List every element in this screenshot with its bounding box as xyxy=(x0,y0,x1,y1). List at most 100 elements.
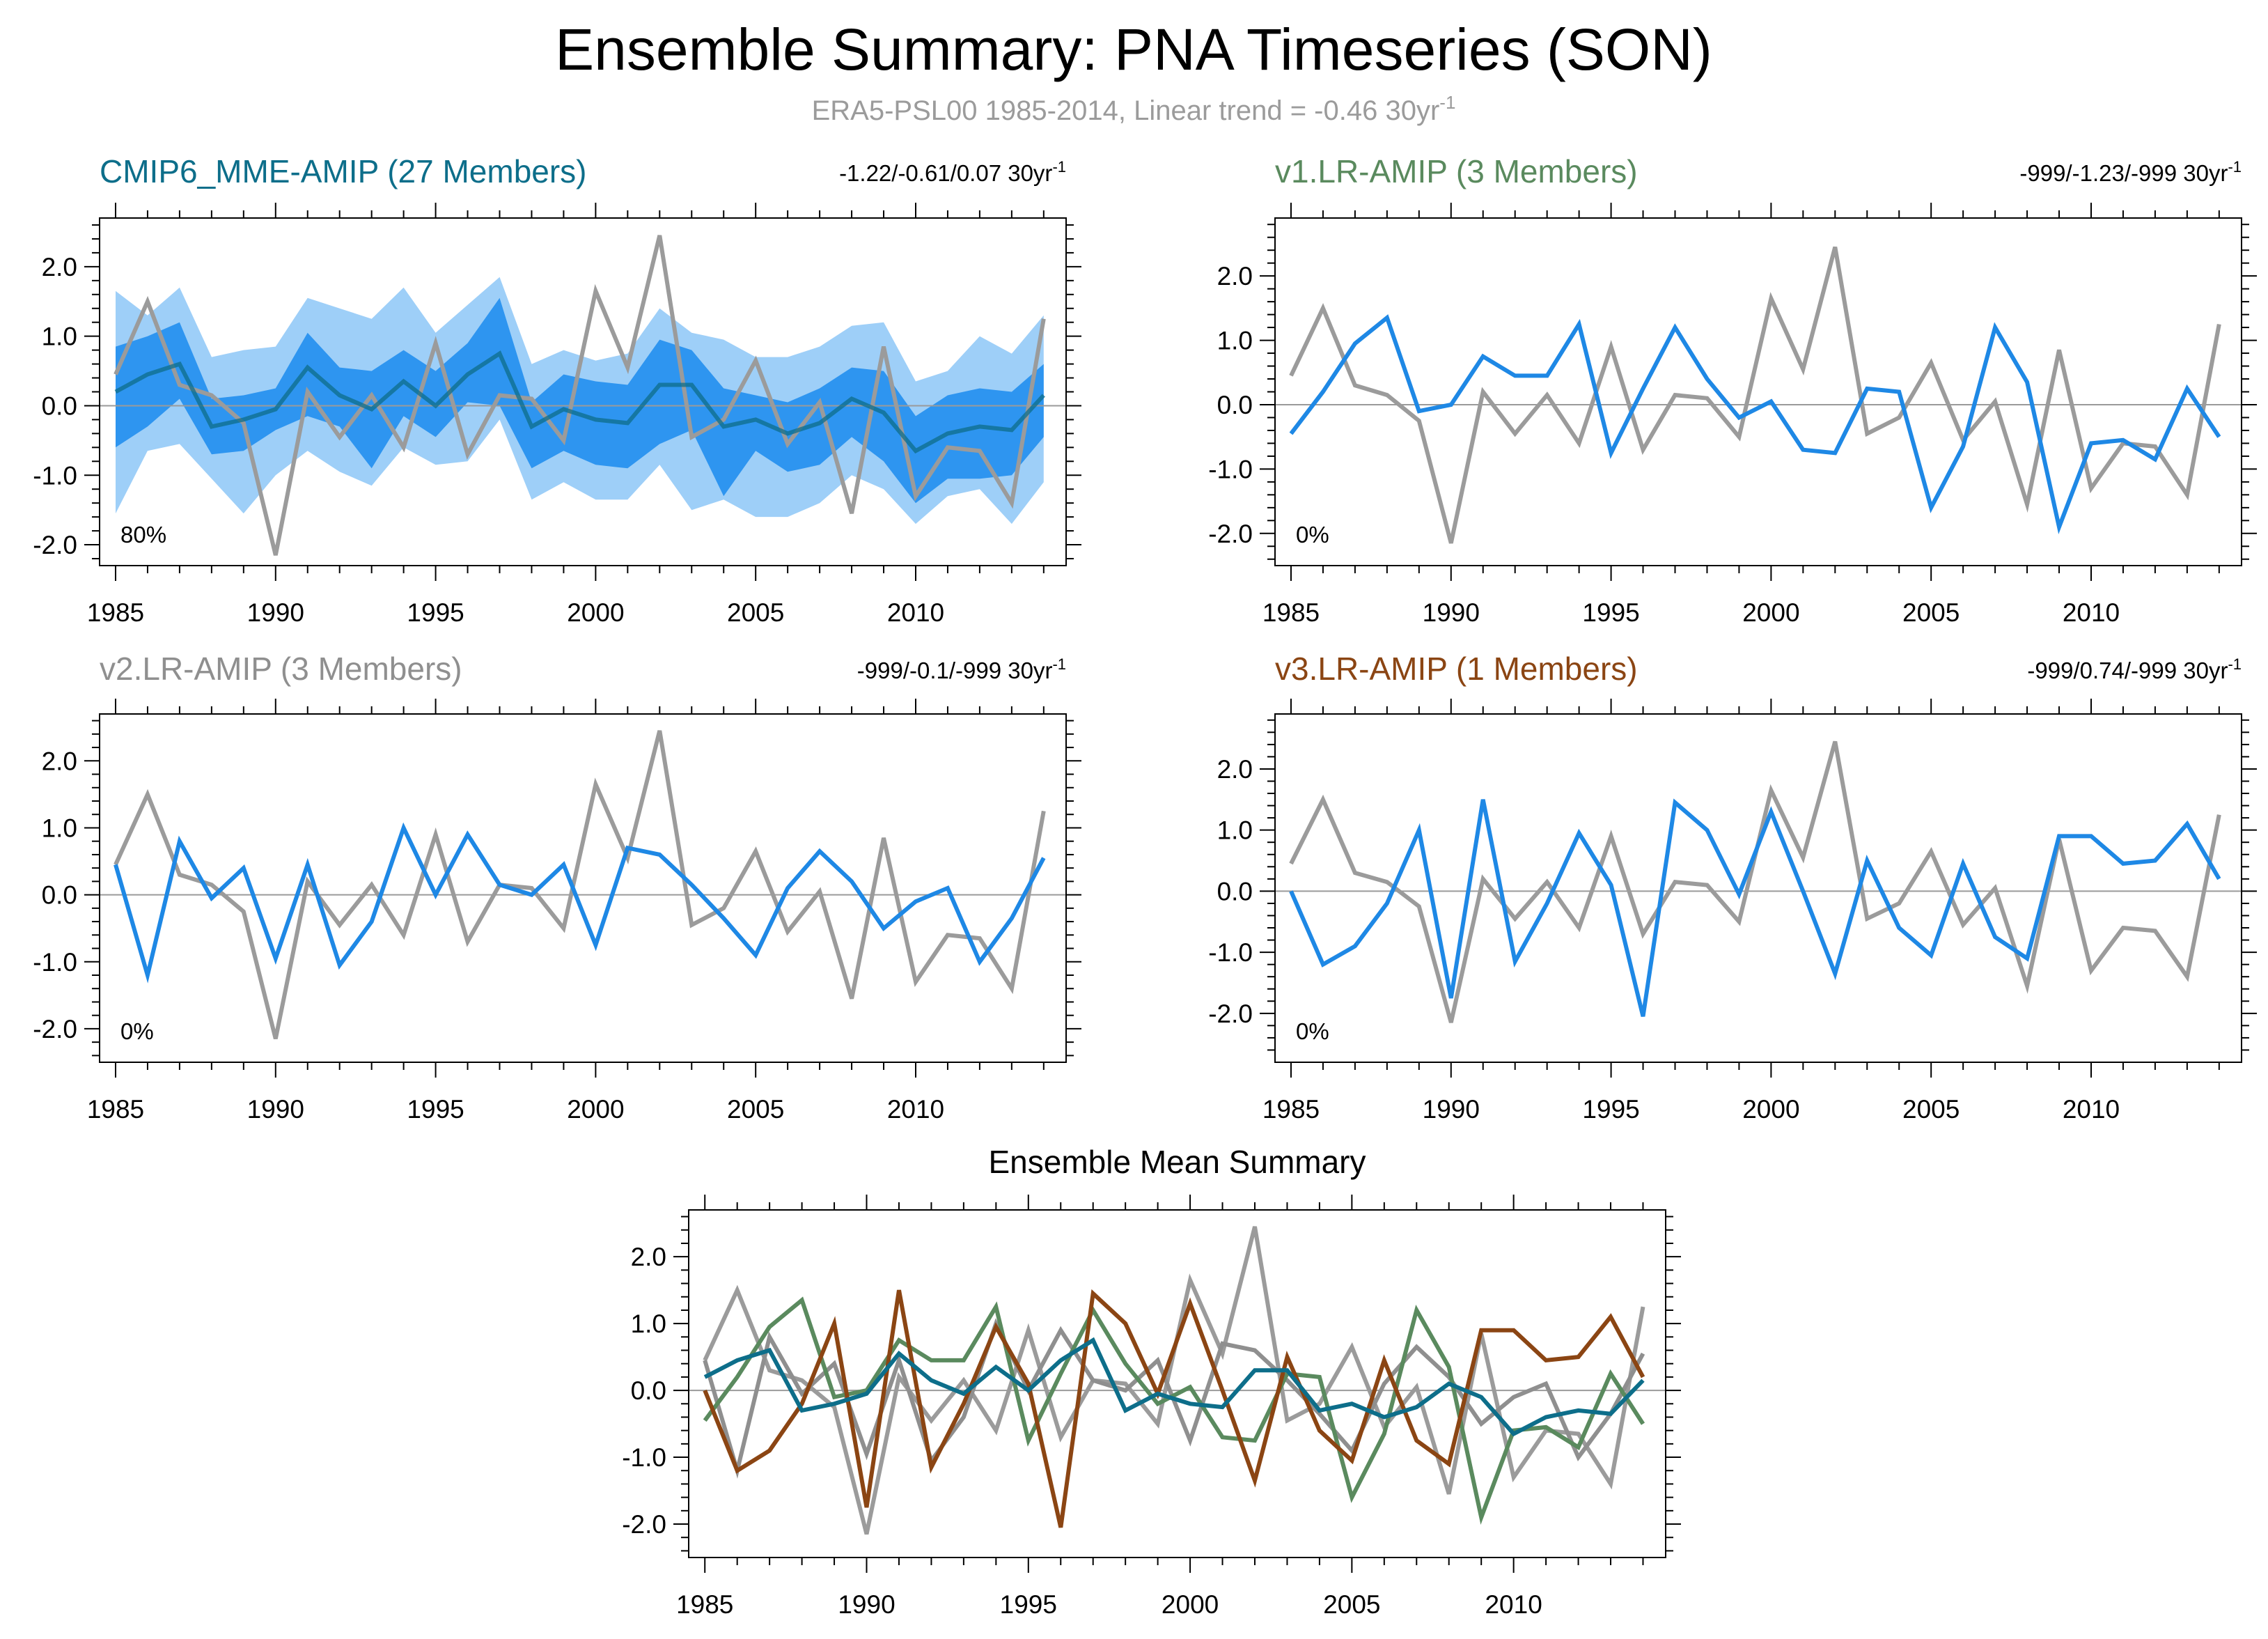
panel-trend-label: -1.22/-0.61/0.07 30yr-1 xyxy=(839,158,1066,186)
trend-sup: -1 xyxy=(2228,158,2242,176)
observed-line xyxy=(1289,246,2221,544)
y-tick-label: -1.0 xyxy=(33,948,77,977)
y-tick-label: -2.0 xyxy=(33,531,77,559)
panel-trend-label: -999/0.74/-999 30yr-1 xyxy=(2027,655,2242,683)
x-tick-label: 1995 xyxy=(407,1095,464,1124)
panel-title: v1.LR-AMIP (3 Members) xyxy=(1275,153,1638,189)
ensemble-mean-line xyxy=(114,350,1046,454)
trend-text: -1.22/-0.61/0.07 30yr xyxy=(839,160,1052,186)
model-line xyxy=(1289,314,2221,535)
y-tick-label: -1.0 xyxy=(1208,938,1253,967)
y-tick-label: 0.0 xyxy=(42,881,77,910)
panel-title: v2.LR-AMIP (3 Members) xyxy=(100,651,462,687)
figure-subtitle-text: ERA5-PSL00 1985-2014, Linear trend = -0.… xyxy=(812,95,1440,126)
trend-sup: -1 xyxy=(2228,655,2242,673)
panel-trend-label: -999/-0.1/-999 30yr-1 xyxy=(857,655,1066,683)
trend-text: -999/-1.23/-999 30yr xyxy=(2019,160,2228,186)
series-line-3 xyxy=(703,1289,1645,1528)
y-tick-label: 2.0 xyxy=(1217,755,1253,784)
x-tick-label: 2005 xyxy=(1902,1095,1960,1124)
x-tick-label: 1995 xyxy=(1000,1590,1057,1619)
x-tick-label: 2000 xyxy=(567,1095,624,1124)
x-tick-label: 1995 xyxy=(1582,598,1639,627)
x-tick-label: 2010 xyxy=(1485,1590,1542,1619)
y-tick-label: -1.0 xyxy=(622,1443,666,1472)
percent-label: 0% xyxy=(1296,1018,1329,1044)
x-tick-label: 1985 xyxy=(87,598,144,627)
x-tick-label: 1990 xyxy=(1423,598,1480,627)
x-tick-label: 2005 xyxy=(727,1095,784,1124)
panel-cmip6: CMIP6_MME-AMIP (27 Members) -1.22/-0.61/0… xyxy=(33,153,1081,627)
series-line-4 xyxy=(703,1337,1645,1437)
observed-line xyxy=(114,730,1046,1040)
panel-v3: v3.LR-AMIP (1 Members) -999/0.74/-999 30y… xyxy=(1208,651,2257,1124)
y-tick-label: -2.0 xyxy=(33,1015,77,1043)
x-tick-label: 1990 xyxy=(247,1095,304,1124)
y-tick-label: 0.0 xyxy=(1217,877,1253,906)
y-tick-label: 2.0 xyxy=(42,747,77,775)
y-tick-label: 2.0 xyxy=(631,1243,666,1271)
panel-v1: v1.LR-AMIP (3 Members) -999/-1.23/-999 30… xyxy=(1208,153,2257,627)
plot-frame xyxy=(1274,713,2242,1063)
x-tick-label: 2000 xyxy=(1742,1095,1799,1124)
panel-trend-label: -999/-1.23/-999 30yr-1 xyxy=(2019,158,2242,186)
y-tick-label: 1.0 xyxy=(42,814,77,842)
x-tick-label: 1985 xyxy=(1262,598,1320,627)
model-line xyxy=(114,822,1046,984)
series-line-2 xyxy=(703,1296,1645,1525)
plot-frame xyxy=(99,713,1067,1063)
x-tick-label: 2005 xyxy=(727,598,784,627)
x-tick-label: 1985 xyxy=(676,1590,733,1619)
y-tick-label: 1.0 xyxy=(1217,327,1253,355)
panel-title: CMIP6_MME-AMIP (27 Members) xyxy=(100,153,587,189)
x-tick-label: 1990 xyxy=(838,1590,895,1619)
x-tick-label: 2010 xyxy=(887,598,944,627)
y-tick-label: 0.0 xyxy=(1217,391,1253,419)
plot-frame xyxy=(688,1209,1666,1558)
figure-title: Ensemble Summary: PNA Timeseries (SON) xyxy=(555,17,1712,82)
x-tick-label: 2005 xyxy=(1902,598,1960,627)
observed-line xyxy=(114,235,1046,556)
x-tick-label: 2005 xyxy=(1323,1590,1380,1619)
panel-summary: Ensemble Mean Summary 1985 1990 1995 2000 200… xyxy=(622,1144,1681,1619)
y-tick-label: 1.0 xyxy=(1217,816,1253,845)
band-25-75-percentile xyxy=(116,297,1044,504)
trend-text: -999/0.74/-999 30yr xyxy=(2027,658,2228,683)
x-tick-label: 2000 xyxy=(1162,1590,1219,1619)
y-tick-label: -2.0 xyxy=(1208,520,1253,548)
percent-label: 0% xyxy=(1296,522,1329,547)
y-tick-label: 1.0 xyxy=(631,1310,666,1338)
y-tick-label: -1.0 xyxy=(1208,455,1253,483)
x-tick-label: 1990 xyxy=(1423,1095,1480,1124)
model-line xyxy=(1289,798,2221,1017)
x-tick-label: 2010 xyxy=(2063,598,2120,627)
panel-v2: v2.LR-AMIP (3 Members) -999/-0.1/-999 30y… xyxy=(33,651,1081,1124)
x-tick-label: 1995 xyxy=(1582,1095,1639,1124)
x-tick-label: 2010 xyxy=(887,1095,944,1124)
trend-text: -999/-0.1/-999 30yr xyxy=(857,658,1053,683)
plot-frame xyxy=(1274,217,2242,566)
y-tick-label: 1.0 xyxy=(42,323,77,351)
x-tick-label: 1990 xyxy=(247,598,304,627)
figure-subtitle-sup: -1 xyxy=(1439,92,1455,113)
percent-label: 0% xyxy=(120,1018,154,1044)
y-tick-label: 0.0 xyxy=(631,1376,666,1405)
panel-title: Ensemble Mean Summary xyxy=(989,1144,1366,1180)
x-tick-label: 1985 xyxy=(1262,1095,1320,1124)
y-tick-label: -2.0 xyxy=(622,1510,666,1539)
trend-sup: -1 xyxy=(1052,158,1066,176)
x-tick-label: 1985 xyxy=(87,1095,144,1124)
x-tick-label: 2000 xyxy=(1742,598,1799,627)
y-tick-label: -2.0 xyxy=(1208,1000,1253,1028)
x-tick-label: 2010 xyxy=(2063,1095,2120,1124)
y-tick-label: 2.0 xyxy=(42,253,77,281)
x-tick-label: 1995 xyxy=(407,598,464,627)
percent-label: 80% xyxy=(120,522,166,547)
y-tick-label: -1.0 xyxy=(33,461,77,490)
y-tick-label: 0.0 xyxy=(42,391,77,420)
x-tick-label: 2000 xyxy=(567,598,624,627)
panel-title: v3.LR-AMIP (1 Members) xyxy=(1275,651,1638,687)
figure-subtitle: ERA5-PSL00 1985-2014, Linear trend = -0.… xyxy=(812,92,1456,126)
chart-panels: CMIP6_MME-AMIP (27 Members) -1.22/-0.61/0… xyxy=(33,153,2257,1619)
